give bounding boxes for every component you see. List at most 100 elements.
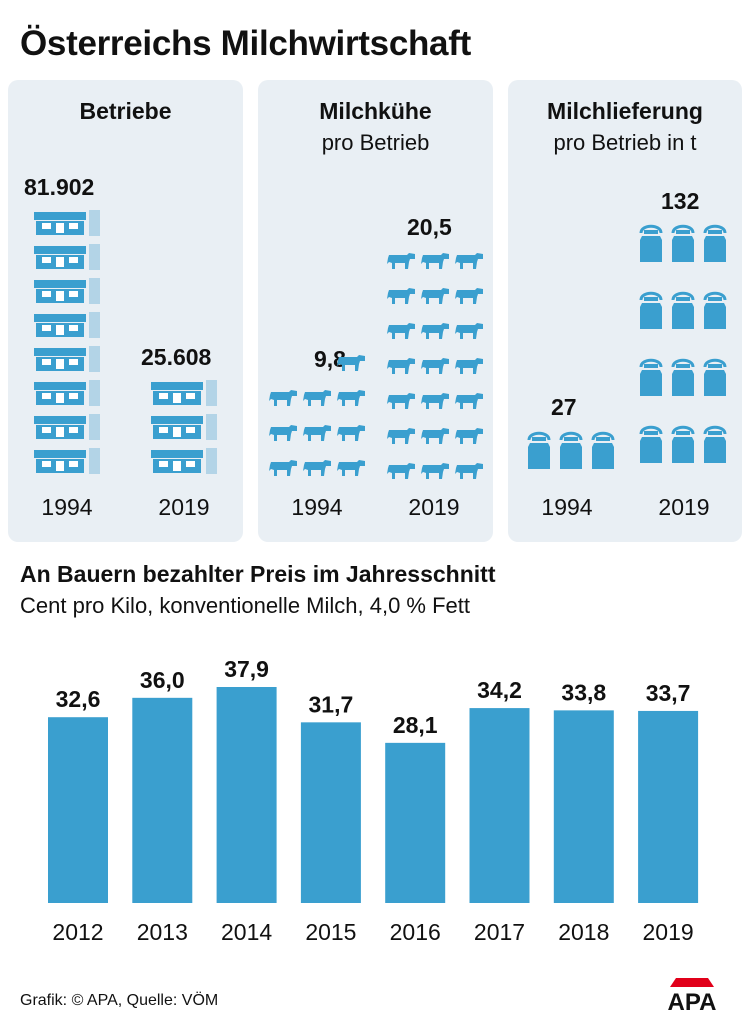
farm-building-icon	[34, 380, 100, 411]
price-value-label: 34,2	[477, 677, 522, 703]
year-betriebe-2019: 2019	[158, 494, 210, 520]
milk-can-icon	[670, 220, 696, 269]
price-bar-2012	[48, 717, 108, 903]
cow-icon	[454, 460, 484, 485]
cow-icon	[420, 425, 450, 450]
cow-icon	[268, 422, 298, 447]
footer-credit: Grafik: © APA, Quelle: VÖM	[20, 992, 219, 1009]
value-betriebe-2019: 25.608	[141, 344, 212, 370]
cow-icon	[386, 250, 416, 275]
price-bar-2018	[553, 710, 614, 903]
farm-building-icon	[151, 414, 217, 445]
price-year-label: 2015	[305, 919, 356, 945]
price-bar-2016	[385, 742, 446, 903]
price-year-label: 2016	[390, 919, 441, 945]
price-bar-2015	[300, 722, 361, 903]
price-value-label: 31,7	[309, 691, 354, 717]
value-kuehe-2019: 20,5	[407, 214, 452, 240]
panel-title-milchkuehe: Milchkühe	[319, 98, 432, 124]
milk-can-icon	[702, 354, 728, 403]
cow-icon	[302, 387, 332, 412]
apa-logo-text: APA	[668, 989, 717, 1012]
milk-can-icon	[638, 354, 664, 403]
cow-icon	[454, 425, 484, 450]
year-betriebe-1994: 1994	[41, 494, 93, 520]
page-title: Österreichs Milchwirtschaft	[20, 24, 471, 63]
panel-subtitle-milchlieferung: pro Betrieb in t	[553, 130, 697, 155]
price-value-label: 33,8	[561, 679, 606, 705]
cow-icon	[454, 355, 484, 380]
year-kuehe-1994: 1994	[291, 494, 343, 520]
farm-building-icon	[34, 210, 100, 241]
cow-icon	[336, 352, 366, 377]
price-bar-2019	[638, 710, 699, 903]
farm-building-icon	[151, 380, 217, 411]
cow-icon	[386, 355, 416, 380]
farm-building-icon	[151, 448, 217, 479]
value-lieferung-2019: 132	[661, 188, 700, 214]
price-section-subtitle: Cent pro Kilo, konventionelle Milch, 4,0…	[20, 593, 471, 618]
milk-can-icon	[702, 421, 728, 470]
farm-building-icon	[34, 414, 100, 445]
price-year-label: 2012	[52, 919, 103, 945]
price-value-label: 36,0	[140, 667, 185, 693]
cow-icon	[268, 457, 298, 482]
cow-icon	[454, 285, 484, 310]
price-year-label: 2013	[137, 919, 188, 945]
farm-building-icon	[34, 312, 100, 343]
cow-icon	[268, 387, 298, 412]
farm-building-icon	[34, 448, 100, 479]
price-value-label: 33,7	[646, 680, 691, 706]
panel-milchkuehe: Milchkühe pro Betrieb 9,8 20,5 1994 2019	[258, 80, 493, 542]
cow-icon	[454, 320, 484, 345]
cow-icon	[420, 460, 450, 485]
milk-can-icon	[638, 220, 664, 269]
cow-icon	[420, 285, 450, 310]
price-bar-chart: 32,6 2012 36,0 2013 37,9 2014 31,7 2015 28,1 2016…	[48, 656, 699, 945]
price-section-title: An Bauern bezahlter Preis im Jahresschni…	[20, 561, 496, 587]
milk-can-icon	[702, 287, 728, 336]
cow-icon	[336, 387, 366, 412]
price-value-label: 28,1	[393, 712, 438, 738]
cow-icon	[386, 425, 416, 450]
price-year-label: 2019	[643, 919, 694, 945]
panel-milchlieferung: Milchlieferung pro Betrieb in t 27 132 1…	[508, 80, 742, 542]
price-bar-2013	[132, 697, 193, 903]
farm-building-icon	[34, 278, 100, 309]
cow-icon	[420, 390, 450, 415]
cow-icon	[420, 320, 450, 345]
cow-icon	[336, 457, 366, 482]
panel-title-betriebe: Betriebe	[79, 98, 172, 124]
panel-title-milchlieferung: Milchlieferung	[547, 98, 703, 124]
year-kuehe-2019: 2019	[408, 494, 460, 520]
price-bar-2014	[216, 687, 277, 903]
apa-logo-roof	[670, 978, 714, 987]
milk-can-icon	[670, 421, 696, 470]
price-value-label: 32,6	[56, 686, 101, 712]
price-year-label: 2014	[221, 919, 272, 945]
apa-logo: APA	[652, 978, 732, 1012]
price-value-label: 37,9	[224, 656, 269, 682]
value-lieferung-1994: 27	[551, 394, 577, 420]
cow-icon	[302, 422, 332, 447]
cow-icon	[386, 390, 416, 415]
cow-icon	[336, 422, 366, 447]
price-bar-2017	[469, 708, 530, 903]
milk-can-icon	[558, 427, 584, 476]
cow-icon	[386, 320, 416, 345]
price-year-label: 2018	[558, 919, 609, 945]
milk-can-icon	[670, 354, 696, 403]
farm-building-icon	[34, 244, 100, 275]
year-lieferung-1994: 1994	[541, 494, 593, 520]
farm-building-icon	[34, 346, 100, 377]
cow-icon	[302, 457, 332, 482]
year-lieferung-2019: 2019	[658, 494, 710, 520]
cow-icon	[454, 390, 484, 415]
cow-icon	[454, 250, 484, 275]
milk-can-icon	[638, 287, 664, 336]
milk-can-icon	[702, 220, 728, 269]
cow-icon	[420, 355, 450, 380]
cow-icon	[386, 460, 416, 485]
milk-can-icon	[638, 421, 664, 470]
milk-can-icon	[526, 427, 552, 476]
